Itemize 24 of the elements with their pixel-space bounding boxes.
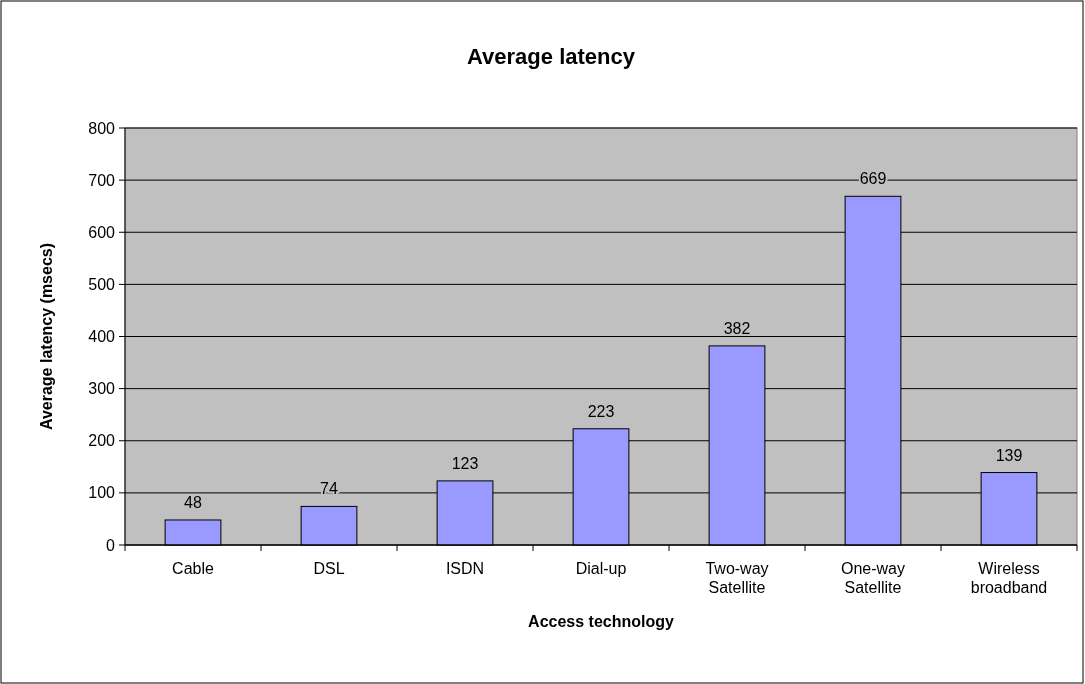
y-tick-label: 0 [106, 536, 116, 554]
x-tick-label: One-way Satellite [840, 560, 906, 597]
y-tick-label: 300 [88, 380, 116, 398]
x-tick-label: Dial-up [575, 560, 627, 577]
y-axis-title: Average latency (msecs) [38, 242, 55, 431]
x-tick-label: Wireless broadband [970, 560, 1048, 597]
data-label: 123 [451, 454, 479, 472]
x-tick-label: Two-way Satellite [705, 560, 769, 597]
y-tick-label: 600 [88, 223, 116, 241]
x-tick-label: DSL [313, 560, 345, 577]
x-axis-title: Access technology [528, 613, 675, 630]
y-tick-label: 400 [88, 328, 116, 346]
y-tick-label: 700 [88, 171, 116, 189]
chart-title: Average latency [467, 44, 636, 69]
x-tick-label: ISDN [445, 560, 485, 577]
y-tick-label: 500 [88, 275, 116, 293]
y-tick-label: 800 [88, 119, 116, 137]
y-tick-label: 100 [88, 484, 116, 502]
data-label: 48 [184, 493, 202, 511]
data-label: 139 [995, 446, 1023, 464]
data-label: 223 [587, 402, 615, 420]
y-tick-label: 200 [88, 432, 116, 450]
data-label: 382 [723, 319, 751, 337]
x-tick-label: Cable [172, 560, 214, 577]
